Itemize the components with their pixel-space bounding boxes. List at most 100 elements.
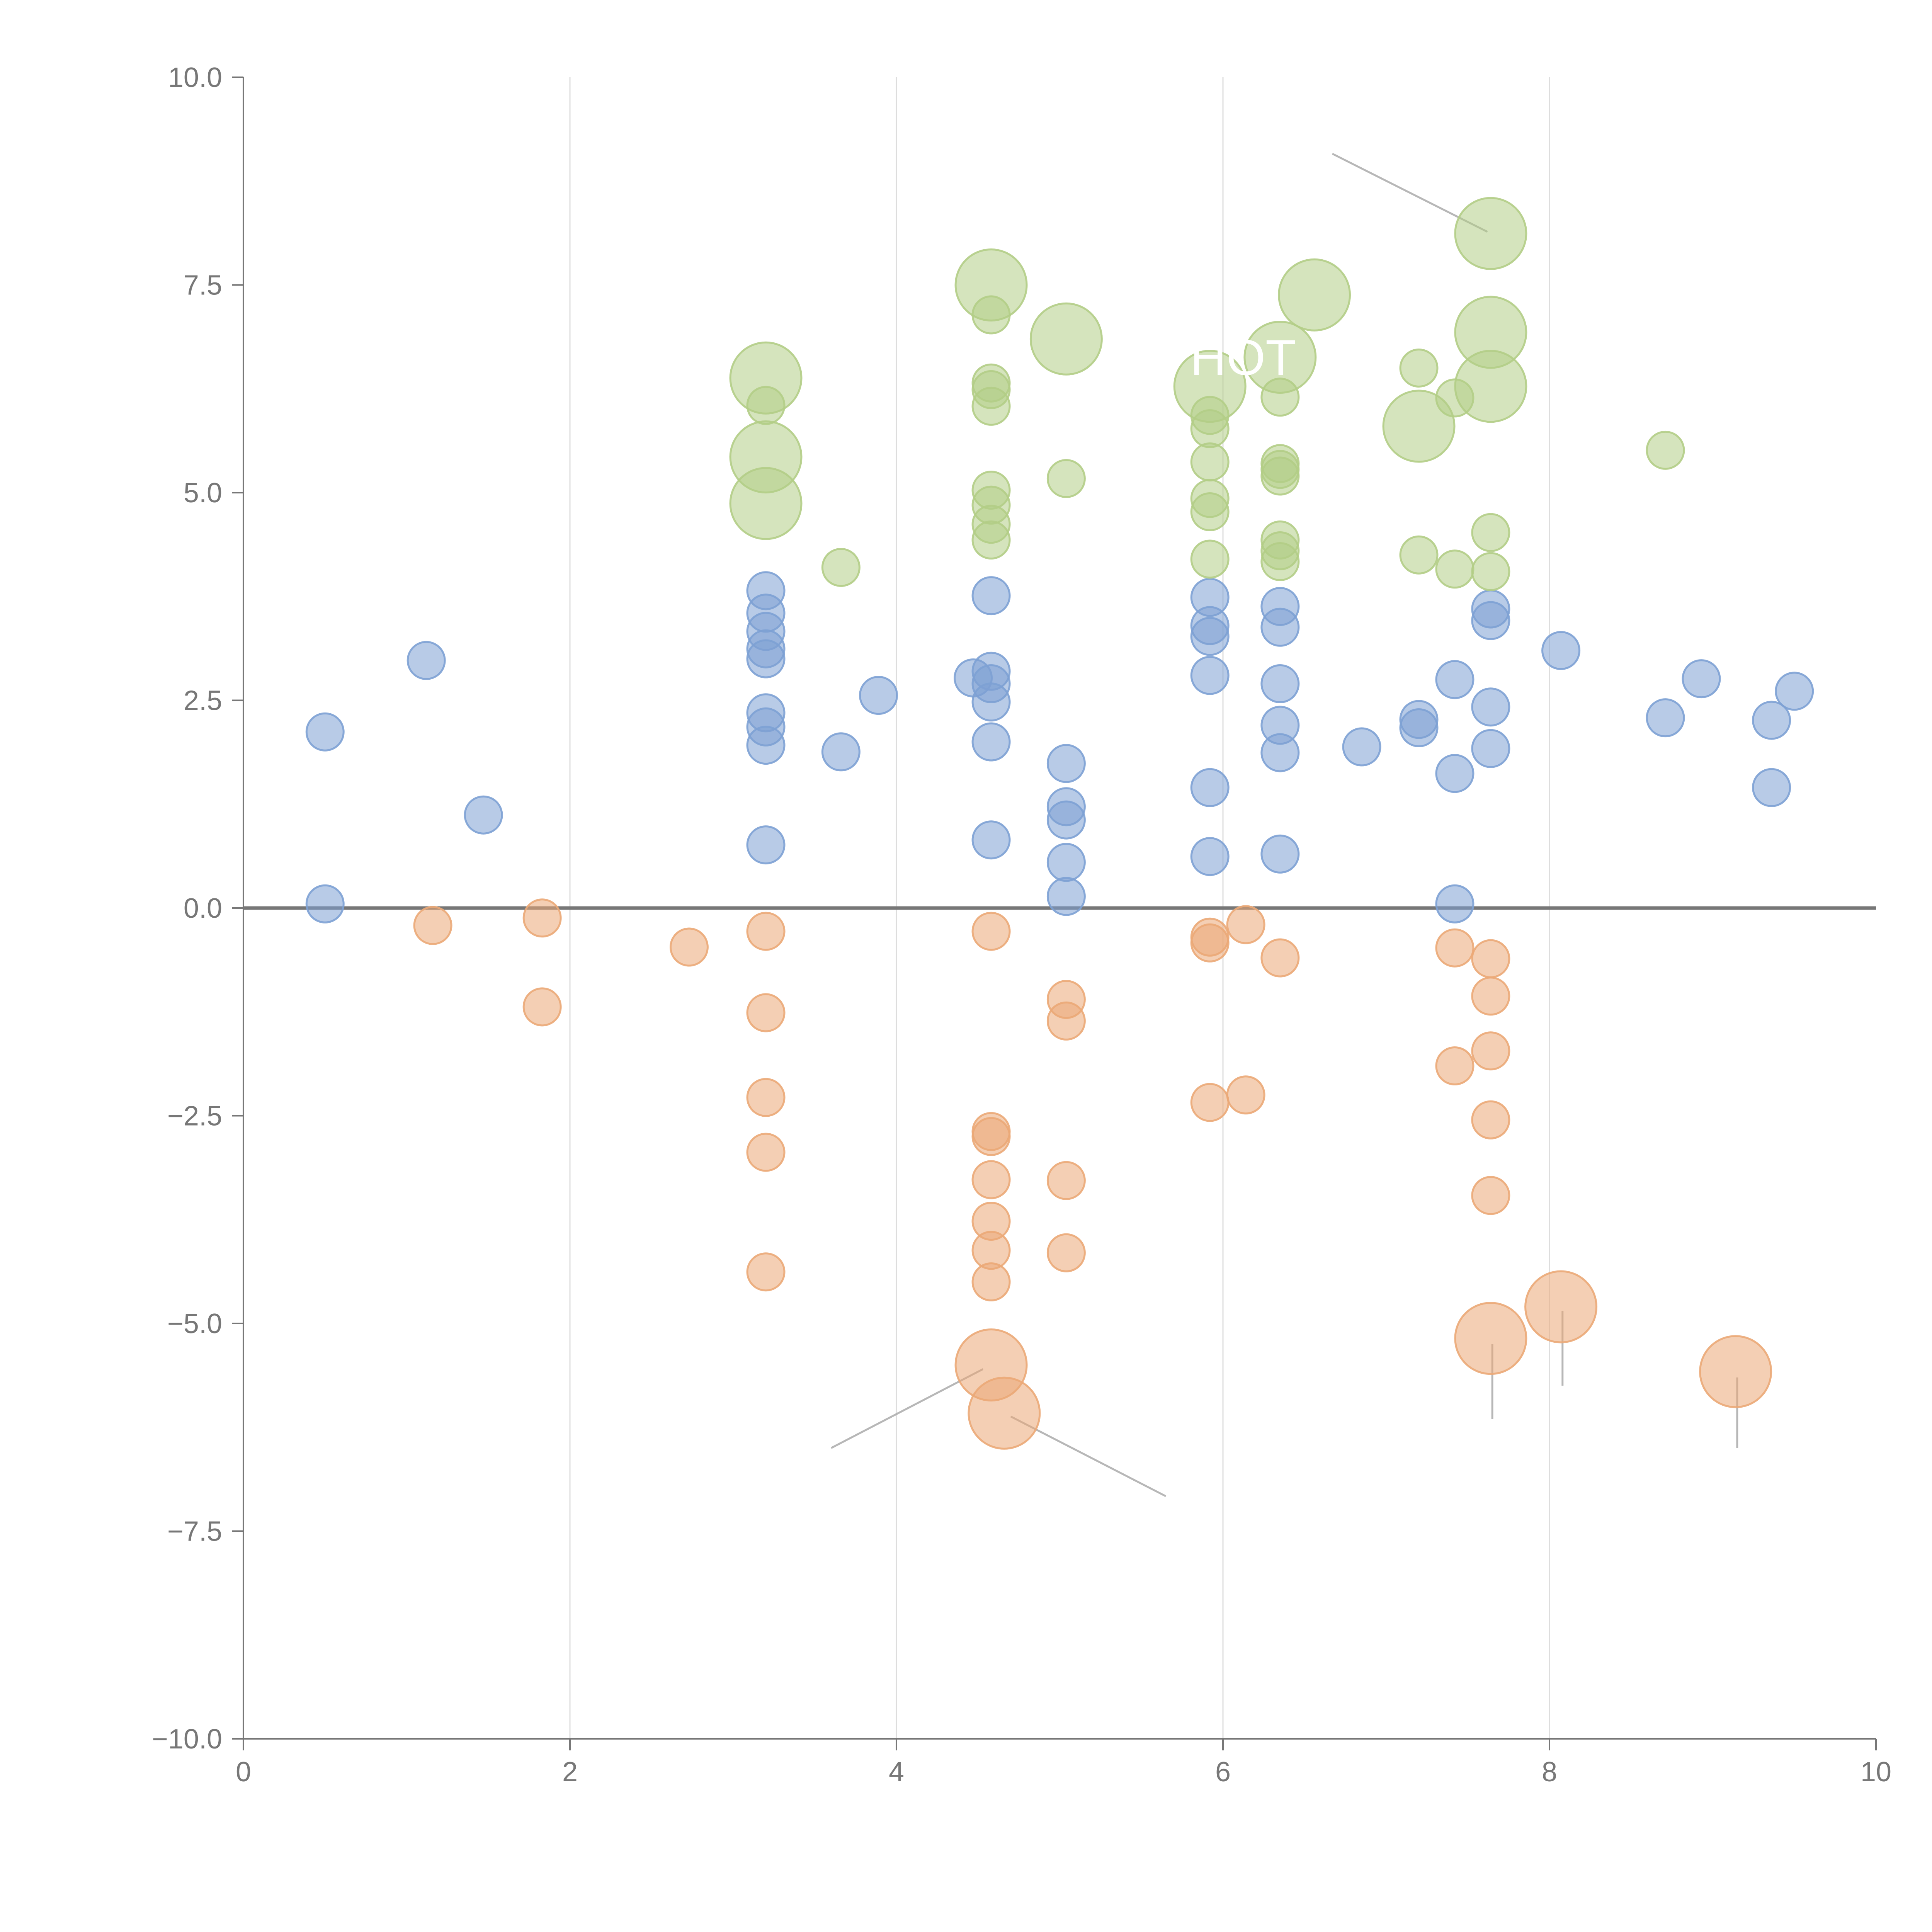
data-point (971, 820, 1011, 860)
large-bubble (1029, 302, 1103, 376)
data-point (464, 795, 503, 835)
data-point (1471, 687, 1510, 727)
y-tick-label: 5.0 (184, 478, 222, 509)
data-point (522, 898, 562, 938)
data-point (1046, 800, 1086, 840)
data-point (1435, 884, 1475, 923)
large-bubble (1173, 350, 1247, 423)
data-point (746, 825, 786, 865)
data-point (1190, 492, 1230, 531)
large-bubble (1454, 197, 1527, 270)
large-bubble (1382, 389, 1456, 463)
data-point (1046, 1233, 1086, 1272)
large-bubble (1524, 1270, 1598, 1344)
data-point (1226, 905, 1265, 944)
data-point (305, 884, 345, 923)
large-bubble (1278, 258, 1351, 332)
data-point (1471, 939, 1510, 978)
data-point (1399, 708, 1439, 747)
data-point (1260, 733, 1300, 772)
data-point (1471, 1100, 1510, 1139)
data-point (746, 726, 786, 765)
data-point (1471, 976, 1510, 1016)
data-point (1260, 607, 1300, 647)
data-point (971, 520, 1011, 560)
data-point (971, 722, 1011, 762)
data-point (1752, 768, 1791, 807)
x-tick-label: 4 (889, 1757, 904, 1787)
data-point (1435, 1046, 1475, 1085)
data-point (971, 1262, 1011, 1301)
data-point (746, 912, 786, 951)
data-point (1471, 1176, 1510, 1215)
data-point (1752, 701, 1791, 740)
large-bubble (729, 341, 803, 415)
data-point (1046, 843, 1086, 882)
data-point (1471, 552, 1510, 591)
data-point (971, 912, 1011, 951)
x-tick-label: 6 (1215, 1757, 1231, 1787)
data-point (1190, 768, 1230, 807)
data-point (1046, 459, 1086, 498)
data-point (746, 1133, 786, 1172)
data-point (413, 906, 452, 945)
data-point (1471, 1031, 1510, 1071)
y-tick-label: 10.0 (168, 62, 222, 93)
data-point (1775, 672, 1814, 711)
large-bubble (954, 248, 1028, 321)
data-point (821, 548, 861, 587)
data-point (859, 676, 898, 715)
data-point (406, 641, 446, 680)
data-point (1435, 754, 1475, 793)
data-point (669, 927, 709, 967)
x-tick-label: 2 (562, 1757, 578, 1787)
data-point (1190, 923, 1230, 963)
data-point (1260, 542, 1300, 581)
data-point (522, 987, 562, 1027)
data-point (1190, 656, 1230, 695)
data-point (746, 639, 786, 679)
y-tick-label: −5.0 (167, 1308, 222, 1339)
data-point (305, 712, 345, 752)
data-point (1435, 928, 1475, 968)
data-point (1541, 631, 1581, 670)
data-point (971, 682, 1011, 722)
data-point (1682, 659, 1721, 699)
data-point (1260, 456, 1300, 496)
axis-layer: 0 2 4 6 8 10 10.0 7.5 5.0 2.5 0.0 −2.5 −5.0 −7.5 −10.0 (152, 62, 1891, 1787)
data-point (971, 1160, 1011, 1199)
data-point (1260, 938, 1300, 978)
y-tick-label: −10.0 (152, 1724, 222, 1755)
x-tick-label: 0 (236, 1757, 251, 1787)
data-point (1399, 535, 1439, 575)
data-point (971, 576, 1011, 616)
large-bubble (968, 1376, 1041, 1450)
data-point (746, 1252, 786, 1292)
hot-annotation-label: HOT (1190, 329, 1296, 386)
data-point (746, 993, 786, 1032)
y-tick-label: −7.5 (167, 1516, 222, 1547)
y-tick-label: 0.0 (184, 893, 222, 924)
large-bubble (1243, 321, 1317, 394)
y-tick-label: 2.5 (184, 685, 222, 716)
data-point (1190, 617, 1230, 656)
data-point (1260, 664, 1300, 703)
large-bubble (1454, 1302, 1527, 1375)
annotation-leader-line (830, 1368, 984, 1449)
data-point (1646, 430, 1685, 470)
points-layer (305, 197, 1814, 1450)
data-point (971, 386, 1011, 426)
data-point (971, 1117, 1011, 1156)
data-point (1471, 601, 1510, 640)
large-bubble (1454, 350, 1527, 423)
y-tick-label: 7.5 (184, 270, 222, 301)
x-tick-label: 8 (1542, 1757, 1557, 1787)
data-point (1646, 698, 1685, 738)
data-point (1226, 1075, 1265, 1115)
data-point (1190, 442, 1230, 481)
data-point (1046, 1161, 1086, 1200)
data-point (1046, 744, 1086, 783)
data-point (1260, 834, 1300, 874)
